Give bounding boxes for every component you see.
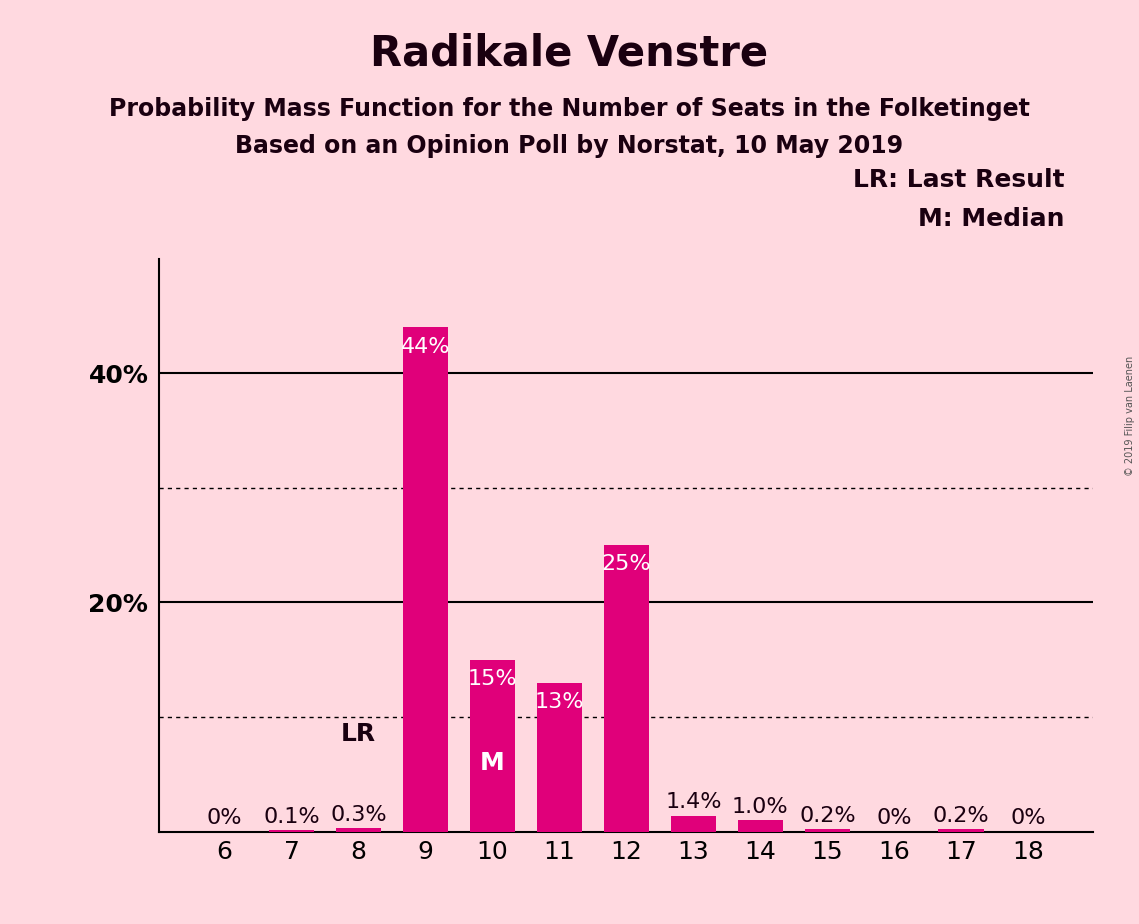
Text: 0%: 0% — [877, 808, 912, 828]
Text: Radikale Venstre: Radikale Venstre — [370, 32, 769, 74]
Text: 15%: 15% — [468, 669, 517, 689]
Text: 0.1%: 0.1% — [263, 807, 320, 827]
Text: 25%: 25% — [601, 554, 652, 575]
Text: Probability Mass Function for the Number of Seats in the Folketinget: Probability Mass Function for the Number… — [109, 97, 1030, 121]
Text: 1.0%: 1.0% — [732, 796, 788, 817]
Text: Based on an Opinion Poll by Norstat, 10 May 2019: Based on an Opinion Poll by Norstat, 10 … — [236, 134, 903, 158]
Text: M: M — [481, 751, 505, 775]
Text: LR: Last Result: LR: Last Result — [853, 168, 1065, 192]
Text: 0.2%: 0.2% — [933, 806, 990, 826]
Text: 0.2%: 0.2% — [800, 806, 855, 826]
Text: © 2019 Filip van Laenen: © 2019 Filip van Laenen — [1125, 356, 1134, 476]
Bar — [536, 683, 582, 832]
Text: 0.3%: 0.3% — [330, 805, 387, 825]
Text: 44%: 44% — [401, 336, 450, 357]
Text: M: Median: M: Median — [918, 207, 1065, 231]
Text: 0%: 0% — [1010, 808, 1046, 828]
Bar — [671, 816, 716, 832]
Text: 13%: 13% — [534, 692, 584, 711]
Bar — [804, 830, 850, 832]
Bar — [336, 828, 382, 832]
Bar — [403, 327, 449, 832]
Text: 0%: 0% — [207, 808, 243, 828]
Bar — [469, 660, 515, 832]
Bar — [604, 545, 649, 832]
Bar — [939, 830, 984, 832]
Text: LR: LR — [341, 723, 376, 747]
Bar — [738, 821, 784, 832]
Text: 1.4%: 1.4% — [665, 792, 722, 812]
Bar — [269, 831, 314, 832]
